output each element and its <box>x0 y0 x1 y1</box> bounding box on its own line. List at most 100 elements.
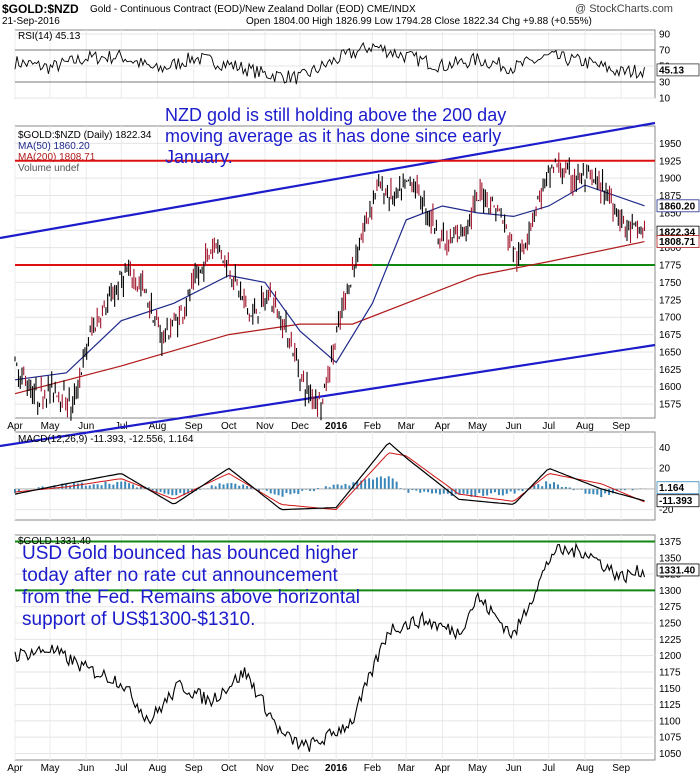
nzd-tick-label: 1800 <box>659 243 682 254</box>
rsi-tick-label: 70 <box>659 46 671 57</box>
chart-symbol: $GOLD:$NZD <box>2 2 79 16</box>
nzd-x-tick-label: Sep <box>612 421 630 432</box>
nzd-x-tick-label: Apr <box>435 421 451 432</box>
usd-x-tick-label: Nov <box>256 763 274 774</box>
usd-x-tick-label: Mar <box>398 763 416 774</box>
watermark: @ StockCharts.com <box>575 3 673 15</box>
rsi-last-value: 45.13 <box>659 65 684 76</box>
nzd-x-tick-label: May <box>41 421 60 432</box>
usd-tick-label: 1250 <box>659 619 682 630</box>
nzd-tick-label: 1950 <box>659 139 682 150</box>
usd-last-value-box <box>656 563 700 577</box>
nzd-x-tick-label: May <box>468 421 487 432</box>
usd-tick-label: 1275 <box>659 602 682 613</box>
rsi-tick-label: 30 <box>659 78 671 89</box>
nzd-tick-label: 1750 <box>659 278 682 289</box>
nzd-tick-label: 1925 <box>659 156 682 167</box>
usd-x-tick-label: Aug <box>149 763 167 774</box>
macd-last-value-box <box>656 494 700 508</box>
usd-x-tick-label: May <box>468 763 487 774</box>
nzd-tick-label: 1675 <box>659 330 682 341</box>
nzd-x-tick-label: Aug <box>576 421 594 432</box>
usd-x-tick-label: Jun <box>506 763 522 774</box>
macd-line <box>14 442 645 511</box>
macd-histogram-last-value-box <box>656 481 700 495</box>
rsi-legend: RSI(14) 45.13 <box>18 31 81 42</box>
nzd-tick-label: 1650 <box>659 347 682 358</box>
usd-gold-line <box>14 542 646 752</box>
usd-legend: $GOLD 1331.40 <box>18 536 91 547</box>
usd-tick-label: 1125 <box>659 700 681 711</box>
nzd-legend-ma50: MA(50) 1860.20 <box>18 141 90 152</box>
usd-x-tick-label: Dec <box>291 763 309 774</box>
usd-last-value: 1331.40 <box>659 565 696 576</box>
rsi-tick-label: 10 <box>659 94 671 105</box>
rsi-panel <box>14 29 656 99</box>
usd-tick-label: 1200 <box>659 651 682 662</box>
macd-legend: MACD(12,26,9) -11.393, -12.556, 1.164 <box>18 434 194 445</box>
usd-x-tick-label: Jul <box>115 763 128 774</box>
ma200-last-value: 1808.71 <box>659 237 696 248</box>
nzd-x-tick-label: 2016 <box>325 421 348 432</box>
ma50-line <box>14 184 645 381</box>
chart-date: 21-Sep-2016 <box>2 16 60 27</box>
rsi-last-value-box <box>656 63 700 77</box>
macd-last-value: -11.393 <box>659 496 693 507</box>
usd-x-tick-label: Oct <box>221 763 237 774</box>
nzd-legend-volume: Volume undef <box>18 163 79 174</box>
nzd-tick-label: 1625 <box>659 365 682 376</box>
usd-x-tick-label: Apr <box>7 763 23 774</box>
nzd-tick-label: 1700 <box>659 313 682 324</box>
ma50-last-value: 1860.20 <box>659 201 696 212</box>
nzd-x-tick-label: Oct <box>221 421 237 432</box>
macd-panel <box>14 431 656 521</box>
macd-tick-label: 20 <box>659 464 671 475</box>
nzd-legend-price: $GOLD:$NZD (Daily) 1822.34 <box>18 130 152 141</box>
usd-x-tick-label: May <box>41 763 60 774</box>
ohlc-readout: Open 1804.00 High 1826.99 Low 1794.28 Cl… <box>246 16 592 27</box>
upper-channel-line <box>0 121 656 240</box>
nzd-tick-label: 1850 <box>659 208 682 219</box>
usd-x-tick-label: Aug <box>576 763 594 774</box>
ma200-line <box>14 241 645 395</box>
chart-description: Gold - Continuous Contract (EOD)/New Zea… <box>90 4 416 15</box>
usd-x-tick-label: 2016 <box>325 763 348 774</box>
nzd-tick-label: 1875 <box>659 191 682 202</box>
nzd-x-tick-label: Feb <box>364 421 382 432</box>
nzd-annotation: NZD gold is still holding above the 200 … <box>165 105 507 167</box>
macd-histogram-last-value: 1.164 <box>659 483 684 494</box>
price-last-value: 1822.34 <box>659 228 696 239</box>
nzd-x-tick-label: Dec <box>291 421 309 432</box>
ma50-last-value-box <box>656 199 700 213</box>
usd-tick-label: 1225 <box>659 635 682 646</box>
usd-x-tick-label: Jun <box>78 763 94 774</box>
nzd-tick-label: 1725 <box>659 295 682 306</box>
nzd-tick-label: 1775 <box>659 261 682 272</box>
usd-tick-label: 1375 <box>659 537 682 548</box>
nzd-x-tick-label: Jun <box>506 421 522 432</box>
usd-x-tick-label: Sep <box>612 763 630 774</box>
data-series <box>0 41 656 752</box>
nzd-tick-label: 1575 <box>659 400 682 411</box>
macd-tick-label: 40 <box>659 443 671 454</box>
rsi-line <box>14 41 645 85</box>
usd-tick-label: 1300 <box>659 586 682 597</box>
usd-x-tick-label: Sep <box>185 763 203 774</box>
nzd-x-tick-label: Sep <box>185 421 203 432</box>
legend-text: RSI(14) 45.13$GOLD:$NZD (Daily) 1822.34M… <box>18 31 194 547</box>
rsi-tick-label: 90 <box>659 30 671 41</box>
nzd-x-tick-label: Mar <box>398 421 416 432</box>
usd-x-tick-label: Feb <box>364 763 382 774</box>
usd-tick-label: 1150 <box>659 684 681 695</box>
nzd-tick-label: 1900 <box>659 174 682 185</box>
usd-x-tick-label: Apr <box>435 763 451 774</box>
nzd-x-tick-label: Nov <box>256 421 274 432</box>
nzd-legend-ma200: MA(200) 1808.71 <box>18 152 96 163</box>
usd-tick-label: 1100 <box>659 716 681 727</box>
nzd-x-tick-label: Jun <box>78 421 94 432</box>
nzd-x-tick-label: Apr <box>7 421 23 432</box>
nzd-x-tick-label: Aug <box>149 421 167 432</box>
macd-tick-label: -20 <box>659 505 674 516</box>
usd-tick-label: 1050 <box>659 749 682 760</box>
